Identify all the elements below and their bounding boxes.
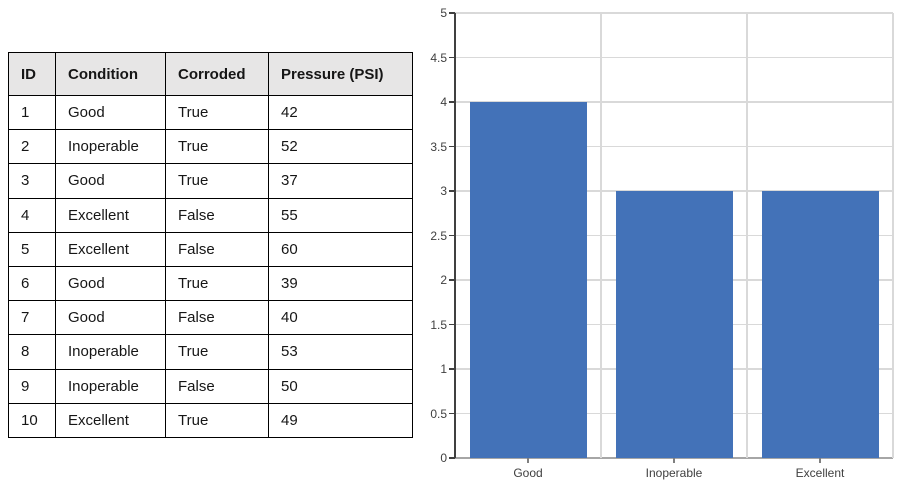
y-axis-tick-label: 5 — [440, 6, 447, 20]
y-axis-tick-label: 1.5 — [430, 317, 447, 332]
y-axis-tick — [449, 145, 455, 148]
table-cell: 49 — [268, 402, 413, 438]
y-axis-tick-label: 0.5 — [430, 406, 447, 421]
table-row: 7 Good False 40 — [8, 300, 413, 336]
bar-inoperable — [615, 191, 733, 458]
y-axis-tick — [449, 234, 455, 237]
table-cell: True — [165, 94, 269, 131]
table-cell: Good — [55, 163, 166, 199]
table-cell: 1 — [8, 94, 56, 131]
y-axis-tick — [449, 323, 455, 326]
table-cell: 9 — [8, 368, 56, 404]
y-axis-tick — [449, 279, 455, 281]
y-axis-tick-label: 2 — [440, 273, 447, 287]
table-cell: False — [165, 231, 269, 267]
y-axis-tick-label: 1 — [440, 362, 447, 376]
table-cell: 50 — [268, 368, 413, 404]
x-axis-category-label: Excellent — [795, 466, 845, 480]
v-gridline — [892, 13, 894, 458]
table-cell: 52 — [268, 129, 413, 165]
table-row: 6 Good True 39 — [8, 265, 413, 302]
v-gridline — [746, 13, 748, 458]
y-axis-tick-label: 0 — [440, 451, 447, 465]
x-axis-tick — [673, 458, 675, 463]
table-header-row: ID Condition Corroded Pressure (PSI) — [8, 52, 413, 96]
column-header: Pressure (PSI) — [268, 52, 413, 96]
table-cell: Excellent — [55, 402, 166, 438]
y-axis-tick — [449, 412, 455, 415]
table-cell: 7 — [8, 300, 56, 336]
table-row: 9 Inoperable False 50 — [8, 368, 413, 404]
y-axis-tick-label: 3.5 — [430, 139, 447, 154]
table-cell: Excellent — [55, 231, 166, 267]
y-gridline — [455, 101, 893, 103]
data-table: ID Condition Corroded Pressure (PSI) 1 Good T… — [8, 52, 413, 438]
y-axis-tick-label: 4.5 — [430, 50, 447, 65]
table-cell: Inoperable — [55, 334, 166, 370]
table-cell: 10 — [8, 402, 56, 438]
y-axis-tick — [449, 457, 455, 459]
x-axis-category-label: Good — [513, 466, 543, 480]
table-row: 1 Good True 42 — [8, 94, 413, 131]
y-axis-tick-label: 2.5 — [430, 228, 447, 243]
table-cell: Inoperable — [55, 368, 166, 404]
x-axis-category-label: Inoperable — [645, 466, 703, 480]
y-gridline — [455, 12, 893, 14]
x-axis-tick — [819, 458, 821, 463]
table-cell: 60 — [268, 231, 413, 267]
column-header: ID — [8, 52, 56, 96]
table-cell: Excellent — [55, 197, 166, 233]
v-gridline — [600, 13, 602, 458]
table-cell: 39 — [268, 265, 413, 302]
table-row: 10 Excellent True 49 — [8, 402, 413, 438]
table-cell: False — [165, 368, 269, 404]
y-gridline — [455, 145, 893, 148]
table-cell: 53 — [268, 334, 413, 370]
table-cell: Good — [55, 94, 166, 131]
y-axis-tick — [449, 190, 455, 192]
table-cell: Inoperable — [55, 129, 166, 165]
x-axis-tick — [527, 458, 529, 463]
y-gridline — [455, 56, 893, 59]
table-cell: False — [165, 300, 269, 336]
table-cell: True — [165, 163, 269, 199]
table-cell: 8 — [8, 334, 56, 370]
table-row: 4 Excellent False 55 — [8, 197, 413, 233]
table-cell: 55 — [268, 197, 413, 233]
table-cell: 40 — [268, 300, 413, 336]
y-axis-tick-label: 4 — [440, 95, 447, 109]
table-cell: 6 — [8, 265, 56, 302]
table-cell: True — [165, 334, 269, 370]
y-axis-tick — [449, 101, 455, 103]
table-cell: True — [165, 265, 269, 302]
y-axis-tick — [449, 368, 455, 370]
table-cell: 5 — [8, 231, 56, 267]
y-axis-tick — [449, 56, 455, 59]
table-cell: True — [165, 129, 269, 165]
table-cell: False — [165, 197, 269, 233]
table-row: 5 Excellent False 60 — [8, 231, 413, 267]
table-cell: 37 — [268, 163, 413, 199]
y-axis-line — [454, 13, 456, 458]
table-cell: 3 — [8, 163, 56, 199]
y-gridline — [455, 190, 893, 192]
y-axis-tick-label: 3 — [440, 184, 447, 198]
table-row: 3 Good True 37 — [8, 163, 413, 199]
bar-good — [469, 102, 587, 458]
table-cell: Good — [55, 300, 166, 336]
y-axis-tick — [449, 12, 455, 14]
table-cell: 42 — [268, 94, 413, 131]
bar-excellent — [761, 191, 879, 458]
table-row: 8 Inoperable True 53 — [8, 334, 413, 370]
